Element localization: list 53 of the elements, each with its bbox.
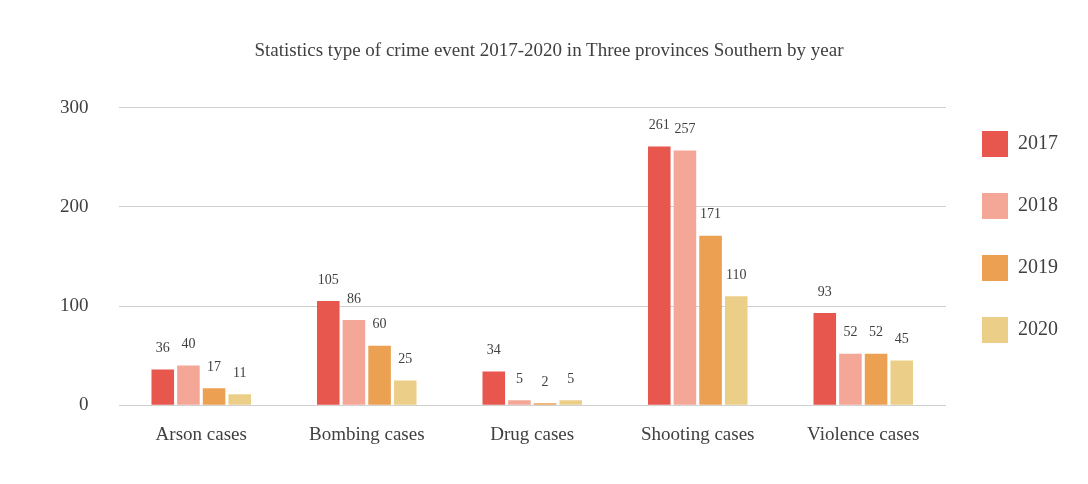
data-label: 93 bbox=[817, 283, 832, 299]
bar bbox=[228, 394, 252, 405]
y-tick-label: 0 bbox=[79, 393, 89, 415]
y-tick-label: 100 bbox=[60, 294, 89, 316]
bar bbox=[482, 371, 506, 405]
x-tick-label: Bombing cases bbox=[308, 422, 425, 444]
data-label: 171 bbox=[700, 206, 722, 222]
data-label: 110 bbox=[725, 266, 747, 282]
bar bbox=[890, 360, 914, 405]
data-label: 5 bbox=[567, 370, 575, 386]
bar bbox=[724, 296, 748, 405]
bar bbox=[202, 388, 226, 405]
data-label: 60 bbox=[372, 316, 387, 332]
bar bbox=[813, 313, 837, 405]
bar bbox=[316, 301, 340, 405]
bar bbox=[839, 353, 862, 405]
data-label: 5 bbox=[515, 370, 523, 386]
legend-label: 2020 bbox=[1018, 317, 1058, 340]
x-tick-label: Shooting cases bbox=[641, 422, 755, 444]
legend-label: 2019 bbox=[1018, 255, 1058, 278]
data-label: 36 bbox=[155, 340, 170, 356]
data-label: 45 bbox=[894, 331, 909, 347]
data-label: 25 bbox=[398, 351, 413, 367]
bar bbox=[559, 400, 583, 405]
x-tick-label: Violence cases bbox=[807, 422, 920, 444]
bar bbox=[673, 150, 697, 405]
y-tick-label: 300 bbox=[60, 95, 89, 117]
bar bbox=[368, 345, 391, 405]
data-label: 40 bbox=[181, 336, 196, 352]
x-tick-label: Arson cases bbox=[155, 422, 247, 444]
bar bbox=[864, 353, 888, 405]
data-label: 257 bbox=[674, 121, 696, 137]
data-label: 34 bbox=[486, 342, 501, 358]
bar bbox=[393, 380, 417, 405]
data-label: 105 bbox=[317, 271, 339, 287]
x-tick-label: Drug cases bbox=[490, 422, 575, 444]
bar bbox=[699, 235, 722, 405]
data-label: 52 bbox=[869, 324, 884, 340]
bar bbox=[342, 319, 366, 405]
y-tick-label: 200 bbox=[60, 194, 89, 216]
chart-title: Statistics type of crime event 2017-2020 in Three provinces Southern by year bbox=[254, 39, 845, 61]
legend-label: 2017 bbox=[1018, 131, 1058, 154]
data-label: 11 bbox=[232, 364, 247, 380]
bar bbox=[647, 146, 671, 405]
data-label: 52 bbox=[843, 324, 858, 340]
bar bbox=[151, 369, 175, 405]
data-label: 2 bbox=[541, 373, 549, 389]
bar bbox=[508, 400, 531, 405]
data-label: 17 bbox=[207, 359, 222, 375]
data-label: 86 bbox=[346, 290, 361, 306]
bar bbox=[177, 365, 200, 405]
legend-label: 2018 bbox=[1018, 193, 1058, 216]
data-label: 261 bbox=[648, 117, 670, 133]
